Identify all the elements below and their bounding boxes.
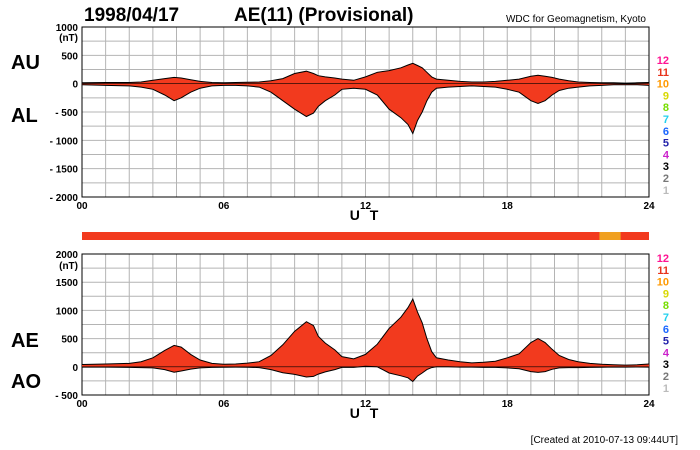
series-lower-line <box>82 365 650 383</box>
plot-date: 1998/04/17 <box>84 5 179 26</box>
x-axis-label: U T <box>350 207 382 223</box>
legend-count-label: 7 <box>663 114 669 126</box>
index-label-upper: AU <box>11 52 40 74</box>
y-tick-label: - 2000 <box>50 193 79 204</box>
legend-count-label: 12 <box>657 55 669 67</box>
y-tick-label: - 1000 <box>50 136 79 147</box>
series-upper-line <box>81 62 650 84</box>
y-tick-label: 0 <box>72 80 78 91</box>
legend-count-label: 11 <box>657 265 669 277</box>
plot-frame <box>81 26 650 198</box>
x-tick-label: 18 <box>502 399 514 410</box>
data-source: WDC for Geomagnetism, Kyoto <box>506 14 646 25</box>
x-tick-label: 18 <box>502 201 514 212</box>
legend-count-label: 3 <box>663 359 669 371</box>
y-tick-label: - 1500 <box>50 165 79 176</box>
legend-count-label: 7 <box>663 312 669 324</box>
x-tick-label: 12 <box>360 201 372 212</box>
legend-count-label: 4 <box>663 347 670 359</box>
au-al-panel: 1000 500 0 - 500 - 1000 - 1500 - 2000 (nT) 00 06 1… <box>11 23 670 223</box>
legend-count-label: 2 <box>663 173 669 185</box>
x-tick-label: 00 <box>76 399 88 410</box>
y-tick-label: 1500 <box>56 278 79 289</box>
x-tick-label: 12 <box>360 399 372 410</box>
grid <box>82 27 649 197</box>
y-tick-label: 500 <box>61 335 78 346</box>
legend-count-label: 1 <box>663 383 669 395</box>
legend-count-label: 1 <box>663 185 669 197</box>
legend-count-label: 3 <box>663 161 669 173</box>
legend-count-label: 8 <box>663 102 669 114</box>
series-area <box>82 299 649 382</box>
plot-frame <box>81 253 650 396</box>
x-tick-label: 24 <box>643 201 655 212</box>
x-tick-label: 06 <box>218 399 230 410</box>
created-timestamp: [Created at 2010-07-13 09:44UT] <box>531 435 679 446</box>
legend-count-label: 10 <box>657 79 669 91</box>
legend-count-label: 10 <box>657 277 669 289</box>
index-label-lower: AO <box>11 371 41 393</box>
y-unit-label: (nT) <box>59 261 78 272</box>
plot-title: AE(11) (Provisional) <box>234 5 414 26</box>
series-area <box>82 63 649 134</box>
legend-count-label: 2 <box>663 371 669 383</box>
legend-count-label: 5 <box>663 336 669 348</box>
y-tick-label: 1000 <box>56 23 79 34</box>
x-tick-label: 00 <box>76 201 88 212</box>
legend-count-label: 6 <box>663 126 669 138</box>
x-tick-label: 24 <box>643 399 655 410</box>
legend-count-label: 5 <box>663 138 669 150</box>
y-tick-label: - 500 <box>55 391 78 402</box>
station-bar-segment <box>82 232 649 240</box>
legend-count-label: 9 <box>663 288 669 300</box>
y-tick-label: 1000 <box>56 306 79 317</box>
index-label-lower: AL <box>11 105 38 127</box>
x-tick-label: 06 <box>218 201 230 212</box>
x-axis-label: U T <box>350 405 382 421</box>
index-label-upper: AE <box>11 330 39 352</box>
legend-count-label: 4 <box>663 149 670 161</box>
legend-count-label: 12 <box>657 253 669 265</box>
legend-count-label: 6 <box>663 324 669 336</box>
y-tick-label: 0 <box>72 363 78 374</box>
y-tick-label: 500 <box>61 51 78 62</box>
y-tick-label: - 500 <box>55 108 78 119</box>
y-tick-label: 2000 <box>56 250 79 261</box>
legend-count-label: 11 <box>657 67 669 79</box>
y-unit-label: (nT) <box>59 33 78 44</box>
station-bar-segment <box>599 232 621 240</box>
series-lower-line <box>81 84 650 135</box>
grid <box>82 254 649 395</box>
series-upper-line <box>81 297 650 366</box>
legend-count-label: 8 <box>663 300 669 312</box>
station-count-bar <box>82 232 649 240</box>
legend-count-label: 9 <box>663 90 669 102</box>
